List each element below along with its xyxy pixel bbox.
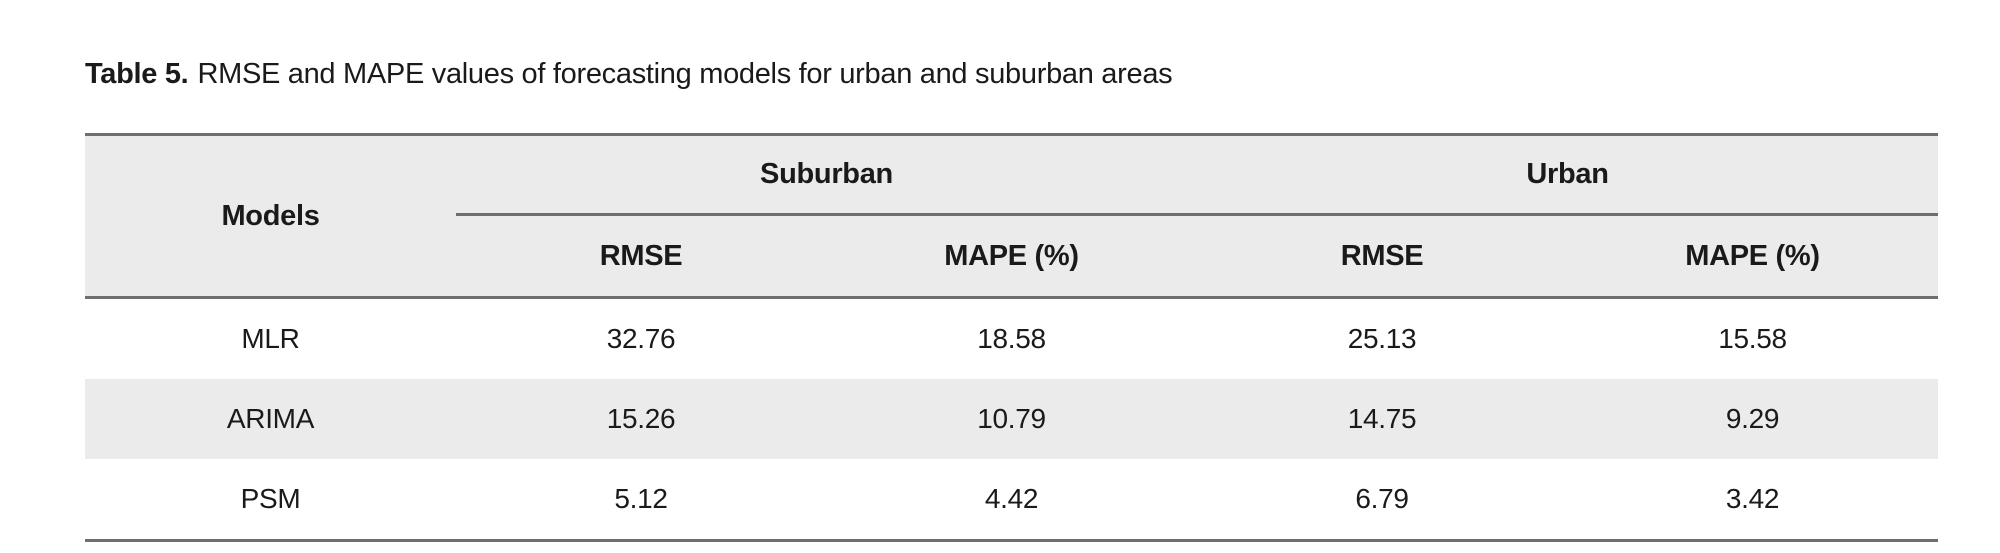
table-row-arima: ARIMA 15.26 10.79 14.75 9.29	[85, 379, 1938, 459]
model-name-cell: PSM	[240, 483, 301, 514]
value-cell-urban-mape: 3.42	[1725, 483, 1780, 514]
group-header-suburban: Suburban	[456, 136, 1197, 216]
value-cell-urban-mape: 15.58	[1718, 323, 1787, 354]
value-cell-urban-rmse: 14.75	[1347, 403, 1417, 434]
model-name-cell: MLR	[241, 323, 300, 354]
value-cell-suburban-mape: 18.58	[977, 323, 1046, 354]
results-table: Models Suburban Urban RMSE MAPE (%) RMSE…	[85, 133, 1938, 542]
value-cell-urban-rmse: 6.79	[1355, 483, 1409, 514]
column-header-suburban-mape: MAPE (%)	[944, 239, 1079, 272]
group-header-urban: Urban	[1197, 136, 1938, 216]
value-cell-urban-rmse: 25.13	[1347, 323, 1417, 354]
value-cell-suburban-rmse: 15.26	[606, 403, 676, 434]
column-header-models: Models	[221, 199, 320, 232]
table-row-psm: PSM 5.12 4.42 6.79 3.42	[85, 459, 1938, 539]
table-number-label: Table 5.	[85, 58, 189, 90]
value-cell-suburban-rmse: 5.12	[614, 483, 668, 514]
column-header-suburban-rmse: RMSE	[599, 239, 683, 272]
column-header-urban-rmse: RMSE	[1340, 239, 1424, 272]
value-cell-suburban-rmse: 32.76	[606, 323, 676, 354]
value-cell-urban-mape: 9.29	[1725, 403, 1780, 434]
table-row-mlr: MLR 32.76 18.58 25.13 15.58	[85, 299, 1938, 379]
table-caption: Table 5. RMSE and MAPE values of forecast…	[85, 56, 1173, 92]
column-header-urban-mape: MAPE (%)	[1685, 239, 1820, 272]
value-cell-suburban-mape: 4.42	[984, 483, 1039, 514]
model-name-cell: ARIMA	[226, 403, 315, 434]
table-header: Models Suburban Urban RMSE MAPE (%) RMSE…	[85, 133, 1938, 299]
value-cell-suburban-mape: 10.79	[977, 403, 1046, 434]
table-body: MLR 32.76 18.58 25.13 15.58 ARIMA 15.26 …	[85, 299, 1938, 542]
table-caption-text: RMSE and MAPE values of forecasting mode…	[197, 58, 1173, 90]
